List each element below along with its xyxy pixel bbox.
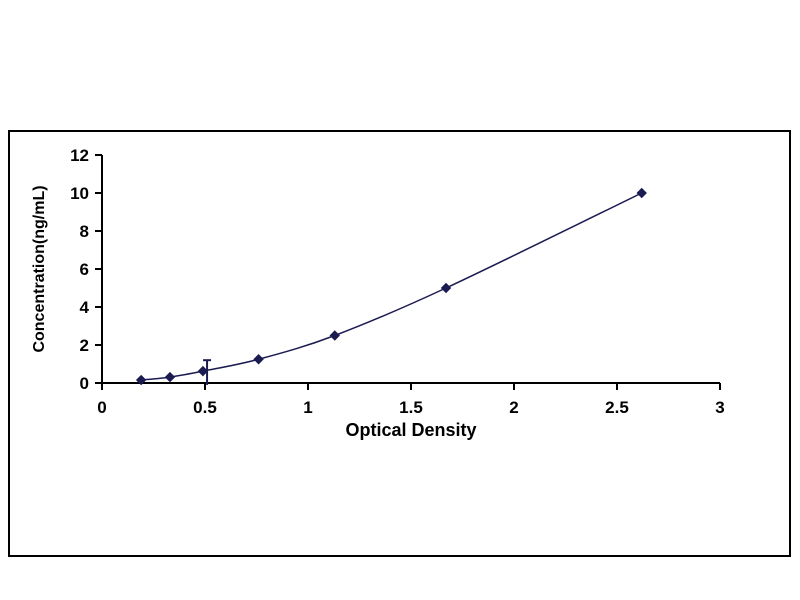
x-tick-label: 0.5 [193, 398, 217, 417]
y-tick-label: 4 [80, 298, 90, 317]
x-tick-label: 2.5 [605, 398, 629, 417]
x-tick-label: 1.5 [399, 398, 423, 417]
y-tick-label: 10 [70, 184, 89, 203]
y-tick-label: 8 [80, 222, 89, 241]
y-tick-label: 2 [80, 336, 89, 355]
data-point-marker [135, 374, 147, 386]
standard-curve-chart-frame: 0 0.5 1 1.5 2 2.5 3 0 2 4 6 8 10 12 Optical Density C… [8, 130, 791, 557]
data-point-marker [197, 365, 209, 377]
curve-path [141, 192, 643, 381]
x-tick-label: 0 [97, 398, 106, 417]
y-tick-label: 6 [80, 260, 89, 279]
data-point-marker [164, 371, 176, 383]
y-axis-title: Concentration(ng/mL) [31, 185, 48, 353]
x-axis-title: Optical Density [345, 420, 477, 440]
x-tick-label: 1 [303, 398, 312, 417]
standard-curve-plot: 0 0.5 1 1.5 2 2.5 3 0 2 4 6 8 10 12 [70, 146, 725, 417]
y-tick-label: 0 [80, 374, 89, 393]
data-point-marker [253, 354, 264, 365]
x-tick-label: 3 [715, 398, 724, 417]
data-point-marker [329, 330, 340, 341]
y-tick-label: 12 [70, 146, 89, 165]
data-point-marker [636, 187, 647, 199]
data-point-marker [440, 282, 452, 294]
x-tick-label: 2 [509, 398, 518, 417]
